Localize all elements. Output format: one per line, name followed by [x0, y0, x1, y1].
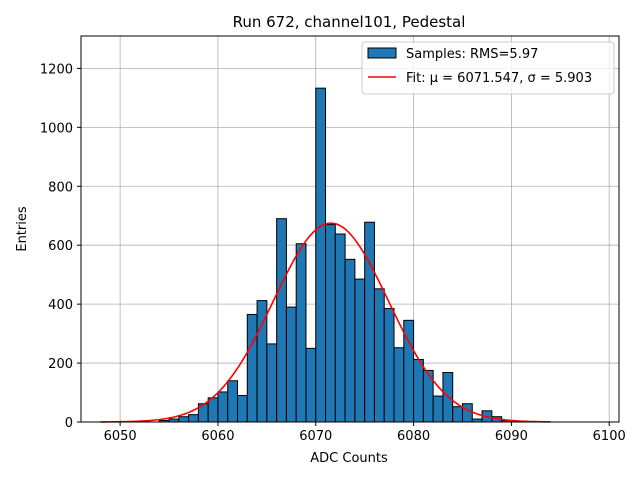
x-tick-label: 6060: [201, 429, 234, 444]
histogram-bar: [432, 395, 444, 423]
histogram-bar: [383, 308, 395, 423]
fit-layer: [100, 222, 551, 423]
histogram-bar: [315, 87, 327, 423]
plot-frame: [80, 35, 620, 423]
x-tick-label: 6100: [593, 429, 626, 444]
y-tick-label: 600: [48, 239, 73, 254]
x-tick-label: 6070: [299, 429, 332, 444]
histogram-bar: [461, 403, 473, 423]
histogram-bar: [178, 416, 190, 423]
legend-swatch-samples: [367, 47, 397, 59]
y-tick-label: 0: [65, 416, 73, 431]
y-axis-label: Entries: [15, 206, 30, 252]
y-tick-label: 200: [48, 357, 73, 372]
y-tick-label: 1200: [40, 62, 73, 77]
histogram-bar: [188, 414, 199, 423]
histogram-bar: [246, 313, 258, 423]
histogram-bar: [266, 343, 278, 423]
legend-label-fit: Fit: μ = 6071.547, σ = 5.903: [406, 71, 592, 86]
x-tick-label: 6090: [495, 429, 528, 444]
histogram-bar: [217, 391, 229, 423]
histogram-bar: [413, 359, 424, 423]
histogram-bar: [237, 394, 248, 423]
histogram-bar: [295, 243, 307, 423]
x-axis-label: ADC Counts: [310, 451, 388, 466]
histogram-bar: [207, 397, 219, 423]
histogram-bar: [393, 347, 405, 423]
histogram-bar: [344, 258, 356, 423]
histogram-bar: [452, 406, 463, 423]
bars-layer: [158, 87, 512, 423]
histogram-bar: [305, 347, 317, 423]
histogram-bar: [334, 233, 346, 423]
legend: Samples: RMS=5.97 Fit: μ = 6071.547, σ =…: [361, 41, 615, 95]
legend-label-samples: Samples: RMS=5.97: [406, 47, 538, 62]
histogram-bar: [373, 288, 385, 423]
histogram-bar: [354, 278, 366, 423]
x-tick-label: 6080: [397, 429, 430, 444]
y-tick-label: 400: [48, 298, 73, 313]
chart-title: Run 672, channel101, Pedestal: [233, 13, 466, 31]
histogram-bar: [276, 218, 287, 423]
x-tick-label: 6050: [104, 429, 137, 444]
histogram-bar: [325, 224, 336, 423]
histogram-bar: [285, 306, 297, 423]
ticks-layer: 6050 6060 6070 6080 6090 6100 0 200 400 600 800 100…: [40, 62, 626, 444]
histogram-bar: [364, 221, 375, 423]
histogram-bar: [227, 380, 239, 423]
y-tick-label: 1000: [40, 121, 73, 136]
fit-curve: [100, 222, 551, 423]
y-tick-label: 800: [48, 180, 73, 195]
legend-box: [361, 41, 615, 95]
